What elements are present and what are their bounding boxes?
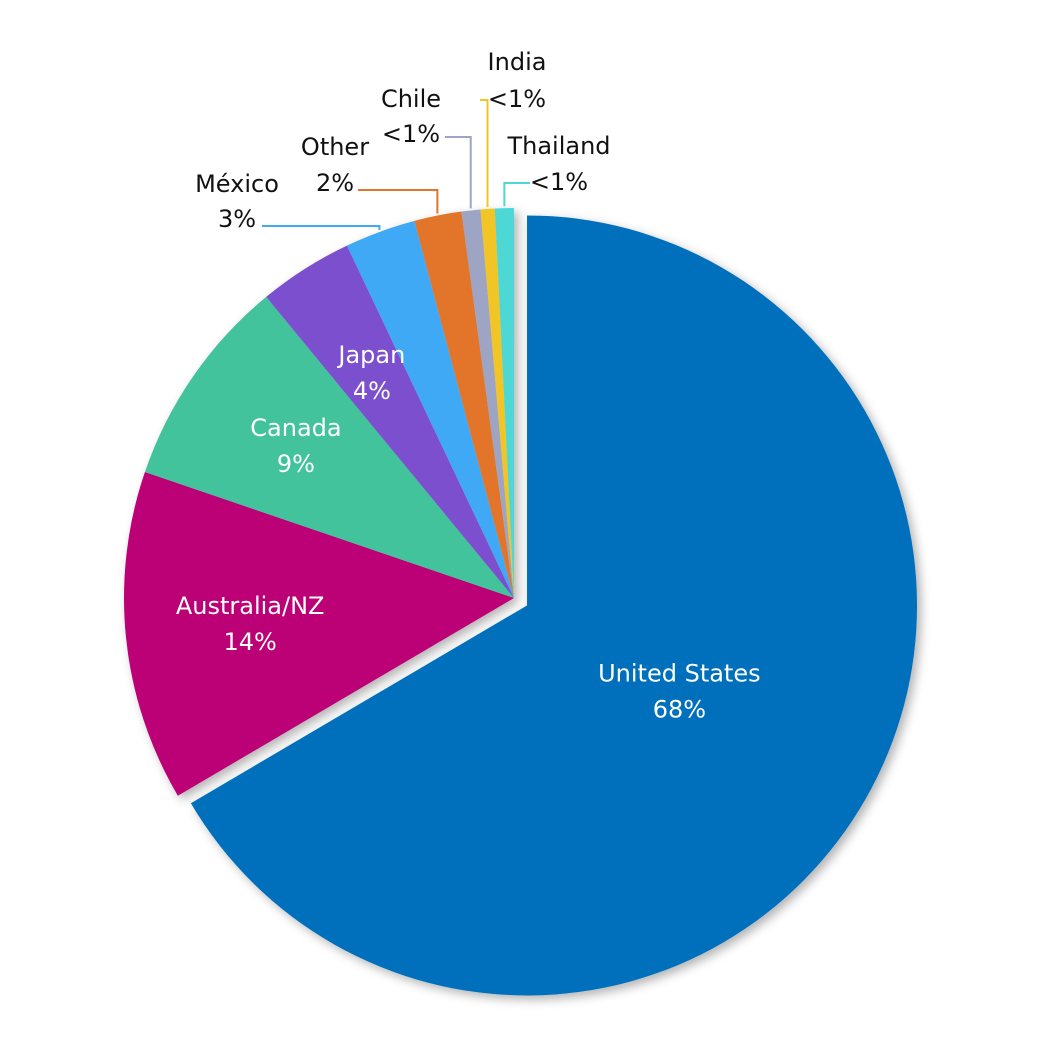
value-label: 9% <box>277 450 315 478</box>
slice-label: India <box>488 48 547 76</box>
slice-label: Canada <box>250 414 341 442</box>
pie-slice <box>144 296 514 598</box>
pie <box>123 208 918 996</box>
slice-label: Thailand <box>506 132 610 160</box>
pie-slice <box>480 208 514 598</box>
value-label: 4% <box>353 377 391 405</box>
slice-label: Other <box>301 133 369 161</box>
value-label: 3% <box>218 205 256 233</box>
leader-line <box>358 189 439 214</box>
pie-slice <box>461 209 514 598</box>
value-label: <1% <box>530 168 588 196</box>
value-label: 2% <box>316 169 354 197</box>
slice-label: Australia/NZ <box>176 592 325 620</box>
slice-label: México <box>195 170 279 198</box>
pie-slice <box>494 208 514 598</box>
value-label: <1% <box>382 120 440 148</box>
pie-slice <box>123 472 515 796</box>
slice-label: Japan <box>336 341 405 369</box>
leader-line <box>445 136 472 209</box>
slice-label: Chile <box>381 85 441 113</box>
slice-label: United States <box>598 660 761 688</box>
labels: United States 68% Australia/NZ 14% Canada 9% J… <box>176 48 761 724</box>
value-label: 68% <box>653 696 706 724</box>
pie-slice <box>346 220 514 598</box>
leader-line <box>503 182 530 207</box>
value-label: 14% <box>223 628 276 656</box>
leader-line <box>480 99 489 207</box>
pie-slice <box>414 211 514 599</box>
pie-slice <box>266 245 514 598</box>
value-label: <1% <box>488 85 546 113</box>
leader-line <box>262 225 381 230</box>
pie-slice <box>190 215 918 996</box>
